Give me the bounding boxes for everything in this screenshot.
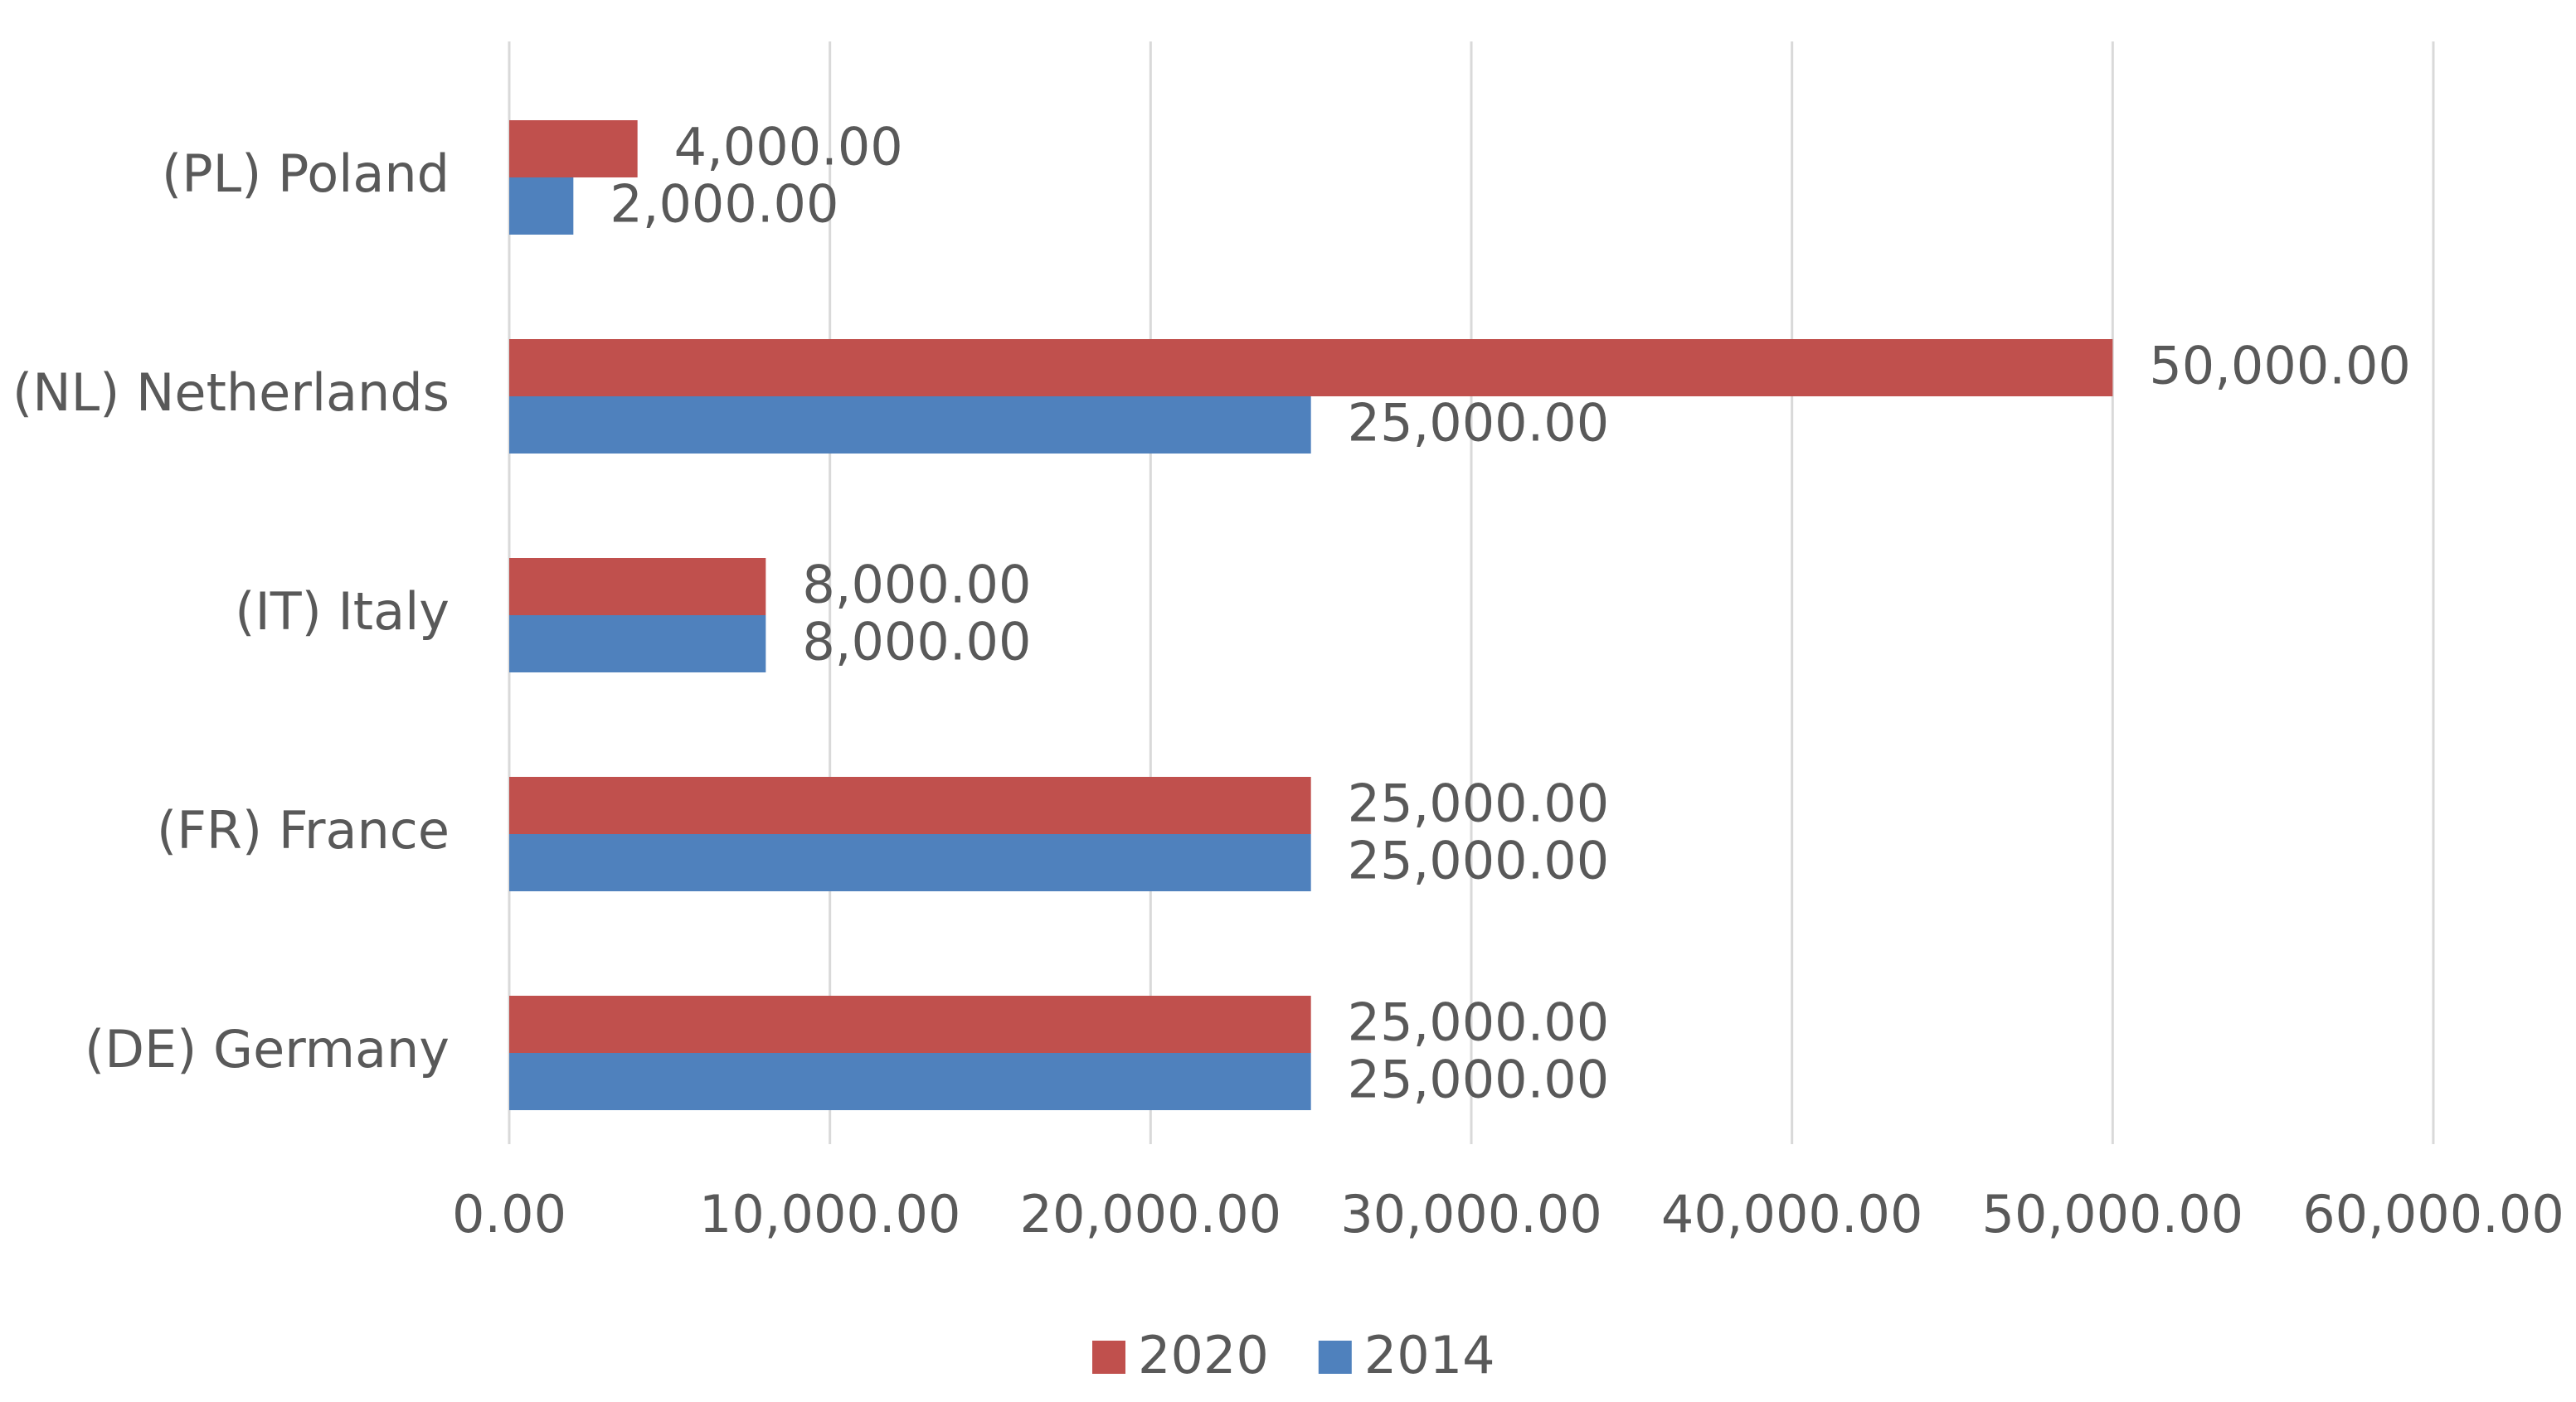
legend-swatch [1318,1341,1352,1374]
bar [509,177,574,235]
value-label: 4,000.00 [674,117,903,177]
value-label: 25,000.00 [1348,774,1610,834]
x-tick-label: 50,000.00 [1982,1184,2244,1244]
bar [509,558,766,615]
y-tick-label: (IT) Italy [235,581,450,642]
x-tick-label: 0.00 [452,1184,566,1244]
y-tick-label: (NL) Netherlands [12,362,450,423]
x-tick-label: 30,000.00 [1340,1184,1602,1244]
y-tick-label: (FR) France [157,800,450,861]
bar [509,1053,1311,1110]
x-tick-label: 60,000.00 [2302,1184,2564,1244]
value-label: 8,000.00 [802,612,1031,672]
value-label: 25,000.00 [1348,393,1610,454]
bar [509,834,1311,891]
x-tick-label: 10,000.00 [699,1184,961,1244]
y-tick-label: (DE) Germany [85,1019,450,1079]
bar [509,777,1311,834]
x-tick-label: 40,000.00 [1661,1184,1923,1244]
legend-label: 2014 [1364,1325,1495,1385]
bar [509,396,1311,454]
value-label: 25,000.00 [1348,831,1610,891]
legend-label: 2020 [1138,1325,1269,1385]
bar [509,120,638,177]
value-label: 25,000.00 [1348,1050,1610,1110]
value-label: 50,000.00 [2149,336,2411,396]
value-label: 2,000.00 [610,174,838,235]
x-tick-label: 20,000.00 [1020,1184,1282,1244]
bar [509,339,2113,396]
bar [509,615,766,672]
value-label: 8,000.00 [802,555,1031,615]
legend-swatch [1092,1341,1125,1374]
bar [509,996,1311,1053]
value-label: 25,000.00 [1348,992,1610,1053]
y-tick-label: (PL) Poland [162,143,450,204]
